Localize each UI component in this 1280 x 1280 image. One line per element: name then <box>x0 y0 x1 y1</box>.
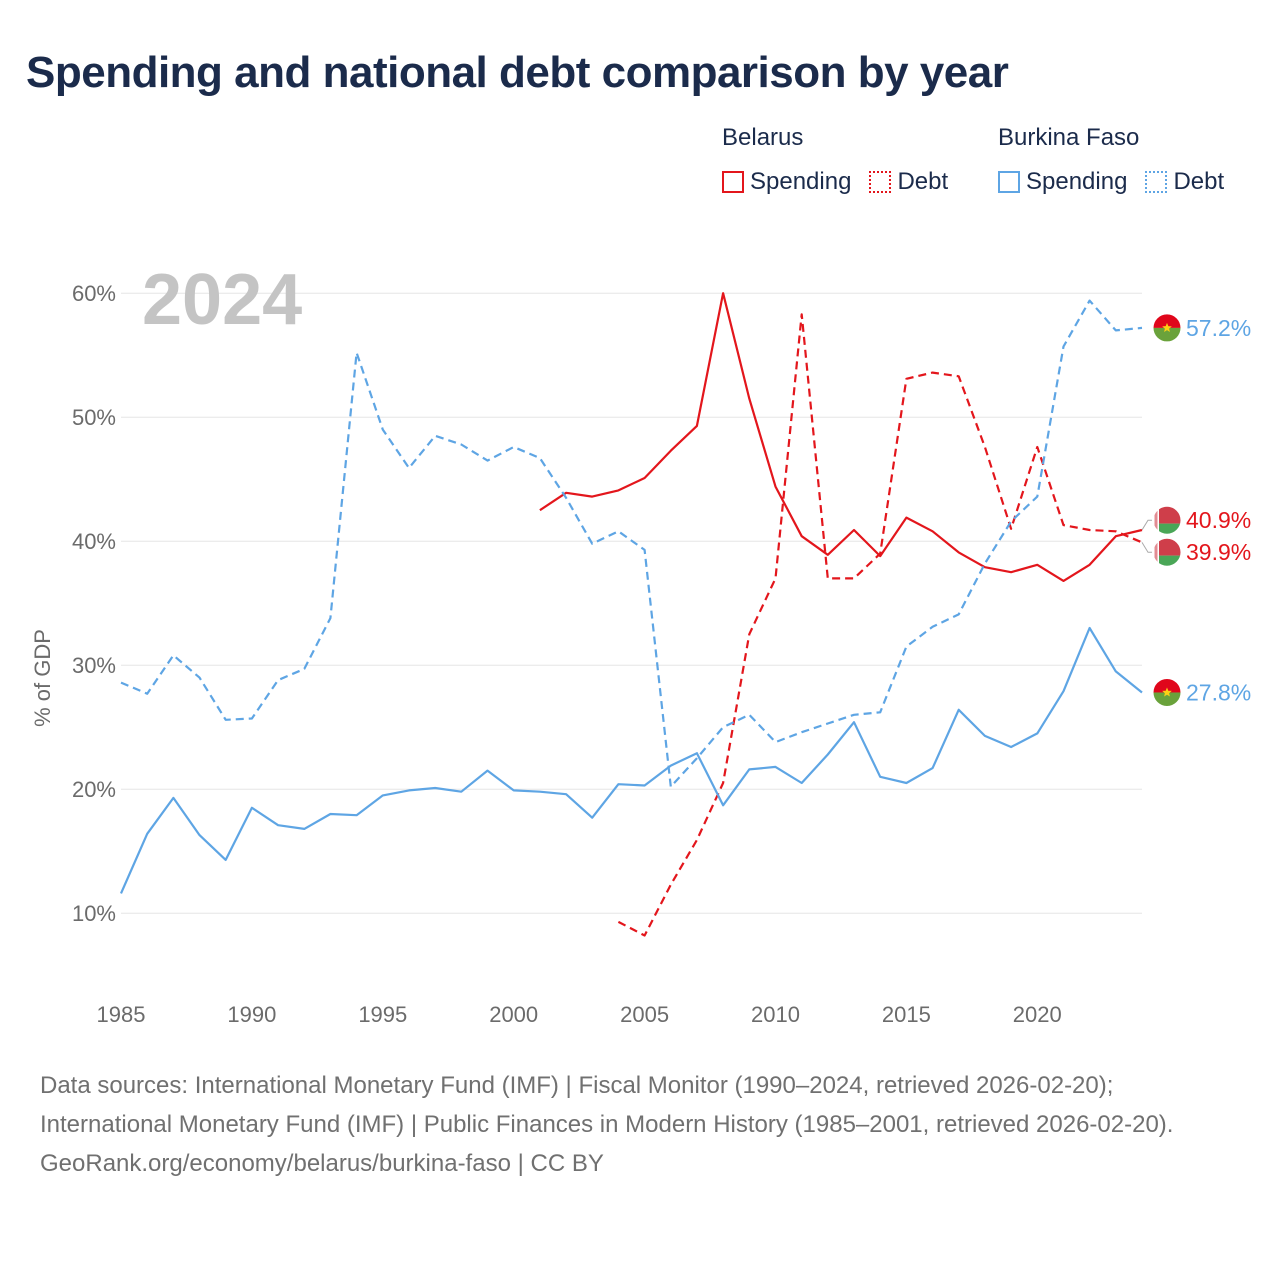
x-tick-label: 2000 <box>489 1002 538 1027</box>
x-tick-label: 1990 <box>227 1002 276 1027</box>
legend-burkina-spending[interactable]: Spending <box>998 168 1127 196</box>
legend-label: Spending <box>1026 168 1128 195</box>
series-line-1 <box>617 313 1143 937</box>
y-tick-label: 60% <box>72 281 116 306</box>
data-sources: Data sources: International Monetary Fun… <box>40 1072 1174 1138</box>
burkina-faso-flag-icon <box>1153 678 1181 707</box>
x-tick-label: 1995 <box>358 1002 407 1027</box>
legend-group-burkina-faso: Burkina Faso Spending Debt <box>998 124 1224 196</box>
y-tick-label: 10% <box>72 901 116 926</box>
y-axis-label: % of GDP <box>30 629 55 727</box>
flag-border <box>1152 537 1182 567</box>
line-chart: 10% 20% 30% 40% 50% 60% 1985 1990 1995 2000 2005 20… <box>30 260 1251 1027</box>
legend-country-burkina-faso: Burkina Faso <box>998 124 1140 151</box>
legend-burkina-debt[interactable]: Debt <box>1145 168 1224 196</box>
legend-country-belarus: Belarus <box>722 124 804 151</box>
y-tick-label: 40% <box>72 529 116 554</box>
legend-belarus-spending[interactable]: Spending <box>722 168 851 196</box>
legend-swatch-dotted <box>1145 171 1168 193</box>
y-tick-label: 30% <box>72 653 116 678</box>
footer: Data sources: International Monetary Fun… <box>40 1066 1240 1183</box>
flag-border <box>1152 313 1182 343</box>
x-tick-label: 1985 <box>97 1002 146 1027</box>
legend-label: Spending <box>750 168 852 195</box>
legend-belarus-debt[interactable]: Debt <box>869 168 948 196</box>
flag-border <box>1152 505 1182 535</box>
credit-link[interactable]: GeoRank.org/economy/belarus/burkina-faso… <box>40 1150 604 1177</box>
end-value-label: 40.9% <box>1186 507 1251 533</box>
legend-swatch-solid <box>722 171 744 193</box>
y-tick-label: 50% <box>72 405 116 430</box>
x-tick-label: 2015 <box>882 1002 931 1027</box>
x-tick-label: 2020 <box>1013 1002 1062 1027</box>
legend-group-belarus: Belarus Spending Debt <box>722 124 966 196</box>
end-value-label: 27.8% <box>1186 679 1251 705</box>
x-tick-label: 2010 <box>751 1002 800 1027</box>
legend-swatch-solid <box>998 171 1020 193</box>
label-connector <box>1141 519 1152 531</box>
x-tick-label: 2005 <box>620 1002 669 1027</box>
chart-title: Spending and national debt comparison by… <box>26 48 1009 97</box>
label-connector <box>1141 542 1152 553</box>
burkina-faso-flag-icon <box>1153 313 1181 342</box>
series-line-3 <box>120 299 1143 788</box>
year-label: 2024 <box>142 260 302 340</box>
y-tick-label: 20% <box>72 777 116 802</box>
legend-swatch-dotted <box>869 171 892 193</box>
legend-label: Debt <box>1173 168 1225 195</box>
belarus-flag-icon <box>1153 538 1181 567</box>
end-value-label: 39.9% <box>1186 539 1251 565</box>
series-line-0 <box>539 292 1143 583</box>
belarus-flag-icon <box>1153 506 1181 535</box>
series-line-2 <box>119 626 1143 894</box>
flag-border <box>1152 677 1182 707</box>
end-value-label: 57.2% <box>1186 315 1251 341</box>
legend-label: Debt <box>897 168 949 195</box>
